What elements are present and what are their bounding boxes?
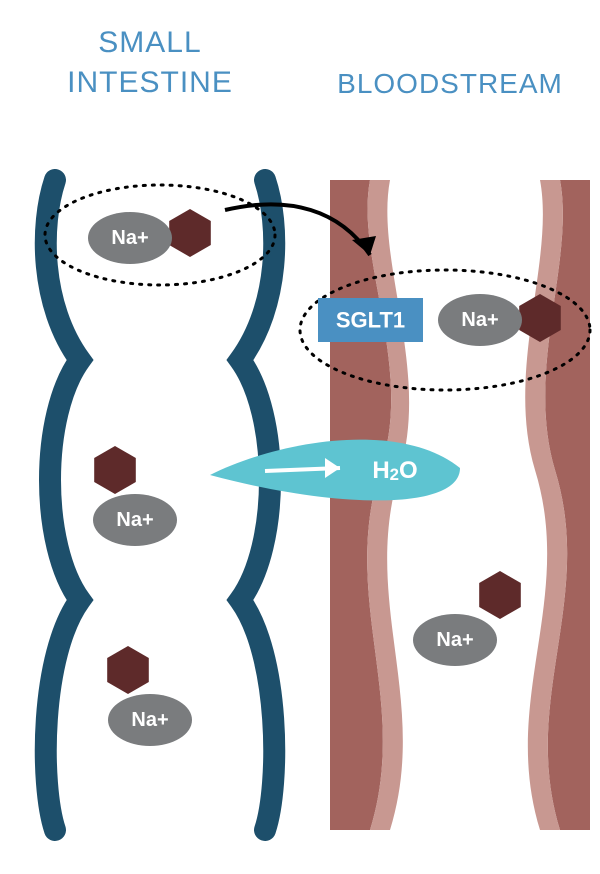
sglt1-label: SGLT1: [336, 308, 405, 333]
glucose-hex: [94, 446, 136, 494]
sodium-label: Na+: [131, 709, 168, 731]
sodium-label: Na+: [111, 227, 148, 249]
intestine-wall-left: [46, 180, 80, 830]
glucose-hex: [107, 646, 149, 694]
glucose-hex: [479, 571, 521, 619]
sodium-label: Na+: [436, 629, 473, 651]
glucose-hex: [169, 209, 211, 257]
intestine-wall-right: [240, 180, 274, 830]
sodium-label: Na+: [461, 309, 498, 331]
sodium-label: Na+: [116, 509, 153, 531]
diagram-svg: Na+Na+Na+Na+Na+SGLT1H2O: [0, 0, 600, 874]
